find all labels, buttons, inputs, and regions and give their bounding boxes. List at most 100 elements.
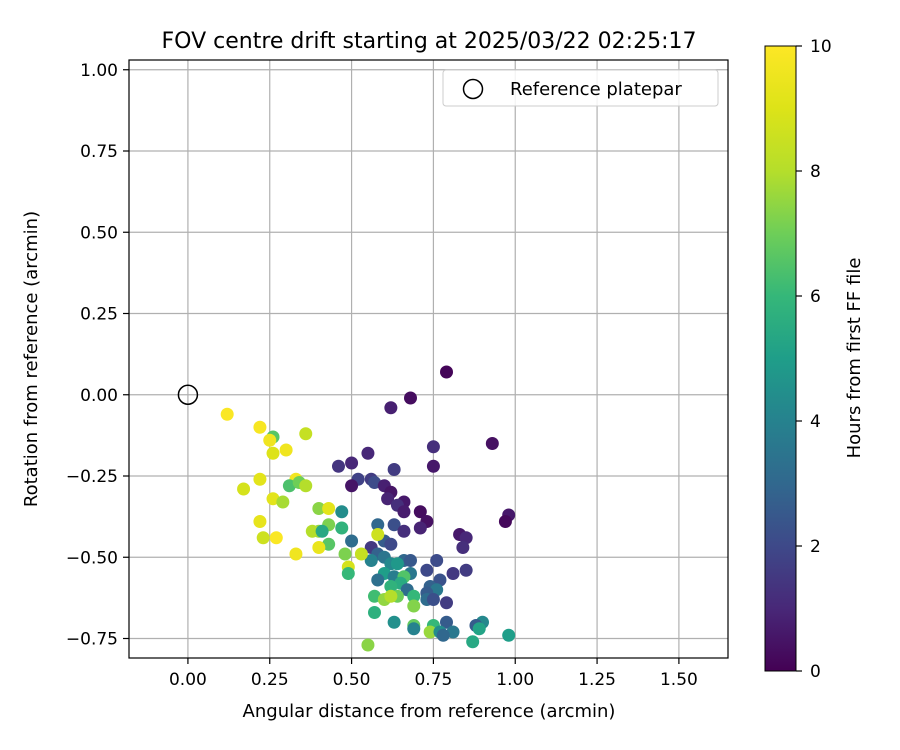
colorbar-tick-label: 4 xyxy=(810,412,821,432)
colorbar-ticks: 0 2 4 6 8 10 xyxy=(796,37,832,682)
data-point xyxy=(440,615,454,629)
x-tick-label: 1.25 xyxy=(578,670,616,690)
y-tick-label: −0.25 xyxy=(66,467,118,487)
y-axis-ticks: −0.75 −0.50 −0.25 0.00 0.25 0.50 0.75 1.00 xyxy=(66,61,129,650)
data-point xyxy=(440,596,454,610)
legend-label: Reference platepar xyxy=(510,79,682,100)
data-point xyxy=(426,440,440,454)
data-point xyxy=(345,534,359,548)
data-point xyxy=(253,420,267,434)
reference-platepar-marker-group xyxy=(177,384,199,405)
y-tick-label: −0.50 xyxy=(66,548,118,568)
data-point xyxy=(436,628,450,642)
y-tick-label: 0.25 xyxy=(80,305,118,325)
data-point xyxy=(387,463,401,476)
data-point xyxy=(266,446,280,460)
chart-title: FOV centre drift starting at 2025/03/22 … xyxy=(162,29,697,54)
colorbar-tick-label: 2 xyxy=(810,537,821,557)
data-point xyxy=(420,563,434,577)
x-tick-label: 0.75 xyxy=(414,670,452,690)
colorbar-gradient xyxy=(764,45,797,672)
colorbar-label: Hours from first FF file xyxy=(844,258,865,459)
data-point xyxy=(341,567,355,580)
data-point xyxy=(407,622,421,636)
data-point xyxy=(256,531,270,545)
data-point xyxy=(364,554,378,567)
x-tick-label: 0.50 xyxy=(333,670,371,690)
data-point xyxy=(397,505,411,519)
legend-reference-marker xyxy=(462,78,484,100)
data-point xyxy=(361,446,375,460)
data-point xyxy=(322,537,336,551)
legend: Reference platepar xyxy=(442,69,719,107)
y-tick-label: 0.75 xyxy=(80,142,118,162)
data-point xyxy=(403,391,417,405)
data-point xyxy=(299,427,313,441)
data-point xyxy=(456,541,470,554)
data-point xyxy=(407,589,421,603)
x-axis-label: Angular distance from reference (arcmin) xyxy=(243,701,616,722)
data-point xyxy=(384,537,398,551)
data-point xyxy=(384,580,398,593)
plot-area xyxy=(129,60,728,658)
data-point xyxy=(466,635,480,649)
data-point xyxy=(390,557,404,571)
y-axis-label: Rotation from reference (arcmin) xyxy=(21,211,42,507)
y-tick-label: −0.75 xyxy=(66,630,118,650)
data-point xyxy=(387,615,401,629)
data-point xyxy=(367,476,381,489)
x-tick-label: 1.50 xyxy=(660,670,698,690)
data-point xyxy=(371,573,385,587)
data-point xyxy=(345,456,359,470)
data-point xyxy=(387,518,401,532)
colorbar: 0 2 4 6 8 10 Hours from first FF file xyxy=(764,37,865,682)
data-point xyxy=(335,521,349,535)
data-point xyxy=(371,518,385,532)
legend-box xyxy=(442,69,719,107)
data-point xyxy=(263,433,277,447)
data-point xyxy=(384,401,398,415)
x-axis-ticks: 0.00 0.25 0.50 0.75 1.00 1.25 1.50 xyxy=(169,658,698,690)
grid-lines xyxy=(129,60,728,658)
data-point xyxy=(345,479,359,493)
data-point xyxy=(430,583,444,597)
data-point xyxy=(269,531,283,545)
colorbar-tick-label: 10 xyxy=(810,37,832,57)
data-points xyxy=(220,365,516,652)
data-point xyxy=(440,365,454,379)
data-point xyxy=(312,541,326,554)
y-tick-label: 0.50 xyxy=(80,223,118,243)
data-point xyxy=(413,521,427,535)
data-point xyxy=(220,407,234,421)
data-point xyxy=(423,625,437,639)
data-point xyxy=(498,515,512,528)
data-point xyxy=(276,495,290,509)
data-point xyxy=(459,531,473,545)
x-tick-label: 1.00 xyxy=(496,670,534,690)
plot-frame xyxy=(128,59,729,659)
data-point xyxy=(335,505,349,519)
colorbar-tick-label: 0 xyxy=(810,662,821,682)
data-point xyxy=(433,573,447,587)
data-point xyxy=(322,502,336,515)
data-point xyxy=(367,589,381,603)
data-point xyxy=(253,515,267,528)
data-point xyxy=(430,554,444,567)
data-point xyxy=(282,479,296,493)
data-point xyxy=(315,524,329,538)
data-point xyxy=(426,593,440,606)
data-point xyxy=(305,524,319,538)
y-tick-label: 1.00 xyxy=(80,61,118,81)
data-point xyxy=(279,443,293,457)
data-point xyxy=(407,599,421,613)
data-point xyxy=(338,547,352,561)
data-point xyxy=(446,567,460,580)
x-tick-label: 0.25 xyxy=(251,670,289,690)
data-point xyxy=(403,554,417,567)
data-point xyxy=(397,524,411,538)
reference-platepar-marker xyxy=(177,384,199,405)
data-point xyxy=(384,589,398,603)
data-point xyxy=(381,492,395,506)
data-point xyxy=(266,492,280,506)
